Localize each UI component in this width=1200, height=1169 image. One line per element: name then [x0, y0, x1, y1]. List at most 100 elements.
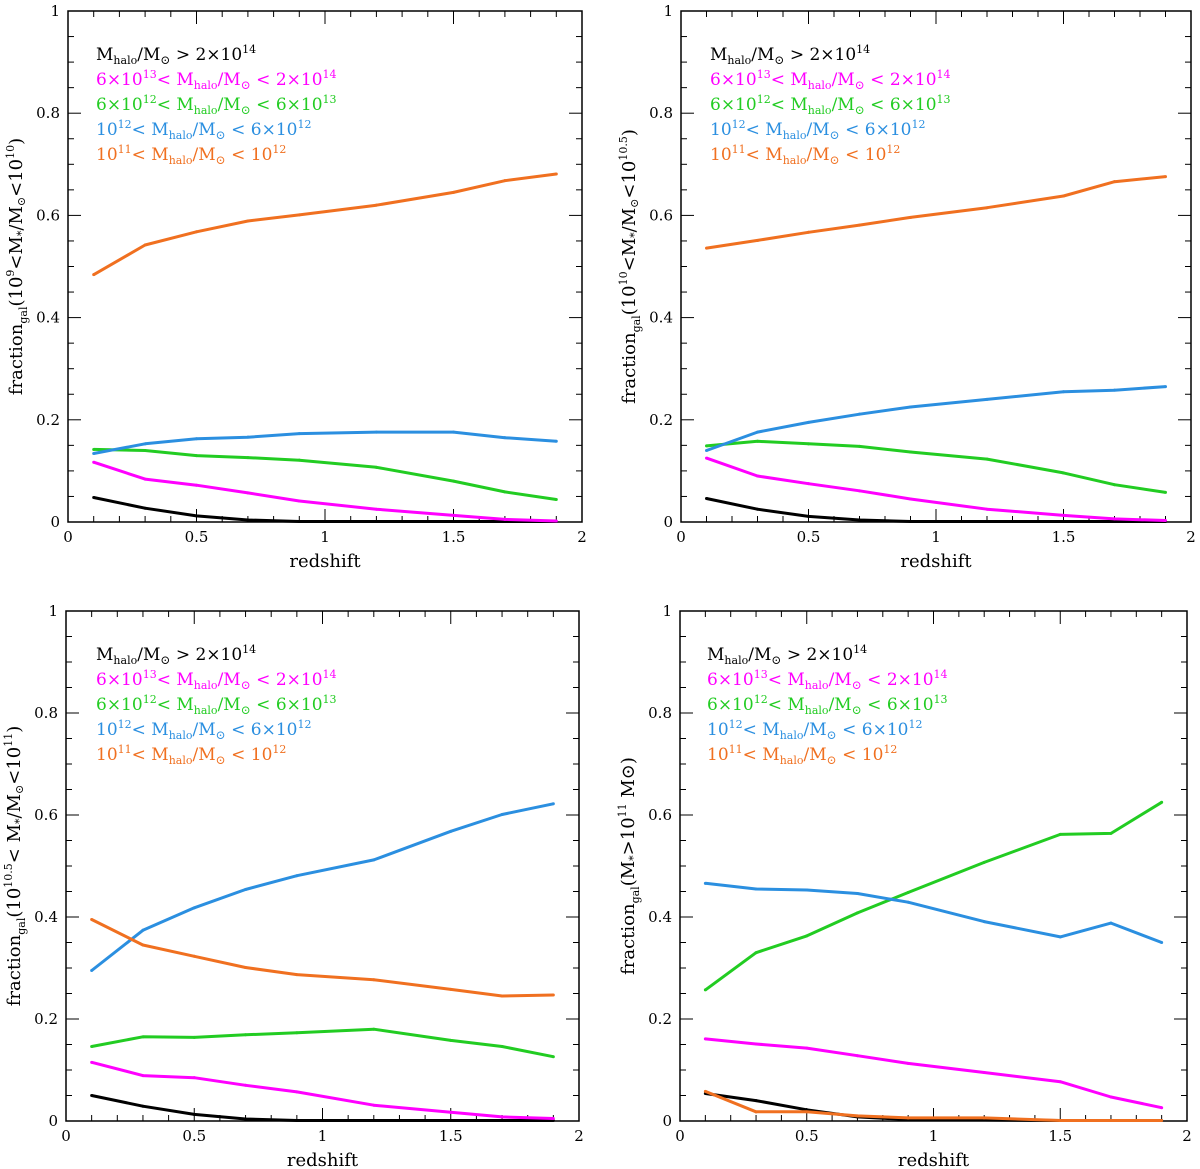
- data-point: [985, 457, 989, 461]
- data-point: [372, 978, 376, 982]
- data-point: [858, 444, 861, 448]
- x-axis-label: redshift: [289, 551, 361, 572]
- data-point: [1109, 1118, 1113, 1122]
- data-point: [756, 474, 759, 478]
- data-point: [858, 518, 861, 522]
- data-point: [1113, 519, 1116, 523]
- legend-entry-3: 6×1012< Mhalo/M⊙ < 6×1013: [710, 93, 951, 117]
- y-tick-label: 0.2: [648, 1010, 672, 1028]
- chart-panel-4: 0 0.5 1 1.5 2 0 0.2 0.4 0.6 0.8 1 redshift fractiong…: [616, 602, 1192, 1169]
- x-tick-label: 0: [63, 528, 73, 546]
- data-point: [195, 230, 198, 234]
- data-point: [756, 430, 759, 434]
- data-point: [551, 802, 555, 806]
- data-point: [906, 1116, 910, 1120]
- data-point: [143, 243, 147, 247]
- data-point: [909, 215, 912, 219]
- data-point: [503, 436, 507, 440]
- x-tick-label: 2: [574, 1127, 584, 1145]
- data-point: [756, 507, 759, 511]
- series-line-5: [706, 175, 1166, 250]
- data-point: [756, 439, 759, 443]
- data-point: [551, 1116, 555, 1120]
- legend-entry-3: 6×1012< Mhalo/M⊙ < 6×1013: [707, 693, 948, 717]
- y-tick-label: 0.8: [34, 704, 58, 722]
- data-point: [374, 203, 378, 207]
- y-tick-label: 1: [663, 2, 673, 20]
- data-point: [192, 1035, 196, 1039]
- series-line-5: [91, 918, 554, 998]
- data-point: [906, 891, 910, 895]
- data-point: [551, 1055, 555, 1059]
- data-point: [192, 954, 196, 958]
- data-point: [551, 993, 555, 997]
- data-point: [703, 1037, 707, 1041]
- data-point: [985, 206, 989, 210]
- series-line-3: [704, 801, 1163, 992]
- data-point: [246, 219, 250, 223]
- data-point: [1058, 832, 1062, 836]
- x-tick-label: 1: [318, 1127, 328, 1145]
- data-point: [703, 1089, 707, 1093]
- data-point: [452, 430, 455, 434]
- data-point: [855, 1114, 859, 1118]
- data-point: [295, 1118, 299, 1122]
- y-tick-label: 0.2: [34, 1010, 58, 1028]
- y-tick-label: 0.6: [648, 806, 672, 824]
- y-tick-label: 0.2: [649, 411, 673, 429]
- data-point: [985, 519, 989, 523]
- y-tick-label: 1: [50, 2, 60, 20]
- data-point: [1113, 388, 1116, 392]
- data-point: [982, 920, 986, 924]
- data-point: [500, 1118, 504, 1122]
- data-point: [195, 454, 198, 458]
- y-tick-label: 0: [50, 513, 60, 531]
- data-point: [1164, 490, 1167, 494]
- data-point: [855, 892, 859, 896]
- data-point: [1062, 390, 1065, 394]
- data-point: [195, 437, 198, 441]
- y-tick-label: 0: [48, 1112, 58, 1130]
- data-point: [141, 1035, 145, 1039]
- data-point: [246, 518, 250, 522]
- series-line-2: [705, 1037, 1163, 1110]
- data-point: [703, 881, 707, 885]
- data-point: [295, 973, 299, 977]
- data-point: [1160, 941, 1164, 944]
- data-point: [805, 1110, 809, 1114]
- data-point: [244, 1117, 248, 1121]
- data-point: [90, 918, 94, 922]
- data-point: [449, 987, 453, 991]
- x-tick-label: 0.5: [185, 528, 209, 546]
- legend-entry-4: 1012< Mhalo/M⊙ < 6×1012: [96, 118, 311, 142]
- data-point: [1164, 518, 1167, 522]
- data-point: [858, 412, 861, 416]
- data-point: [92, 447, 96, 451]
- data-point: [909, 405, 912, 409]
- data-point: [246, 491, 250, 495]
- x-tick-label: 0.5: [182, 1127, 206, 1145]
- data-point: [754, 1110, 758, 1114]
- x-tick-label: 0: [676, 528, 686, 546]
- data-point: [1109, 831, 1113, 835]
- data-point: [1062, 194, 1065, 198]
- series-line-3: [91, 1027, 554, 1059]
- legend-entry-4: 1012< Mhalo/M⊙ < 6×1012: [710, 118, 925, 142]
- data-point: [452, 479, 455, 483]
- data-point: [500, 1045, 504, 1049]
- x-tick-label: 0: [675, 1127, 685, 1145]
- data-point: [1058, 1118, 1062, 1122]
- x-tick-label: 1: [931, 528, 941, 546]
- plot-frame: [67, 10, 583, 523]
- data-point: [90, 1045, 94, 1049]
- data-point: [807, 514, 810, 518]
- data-point: [807, 482, 810, 486]
- data-point: [192, 1112, 196, 1116]
- data-point: [1062, 471, 1065, 475]
- x-tick-label: 2: [1182, 1127, 1192, 1145]
- y-tick-label: 0.6: [649, 206, 673, 224]
- data-point: [754, 887, 758, 891]
